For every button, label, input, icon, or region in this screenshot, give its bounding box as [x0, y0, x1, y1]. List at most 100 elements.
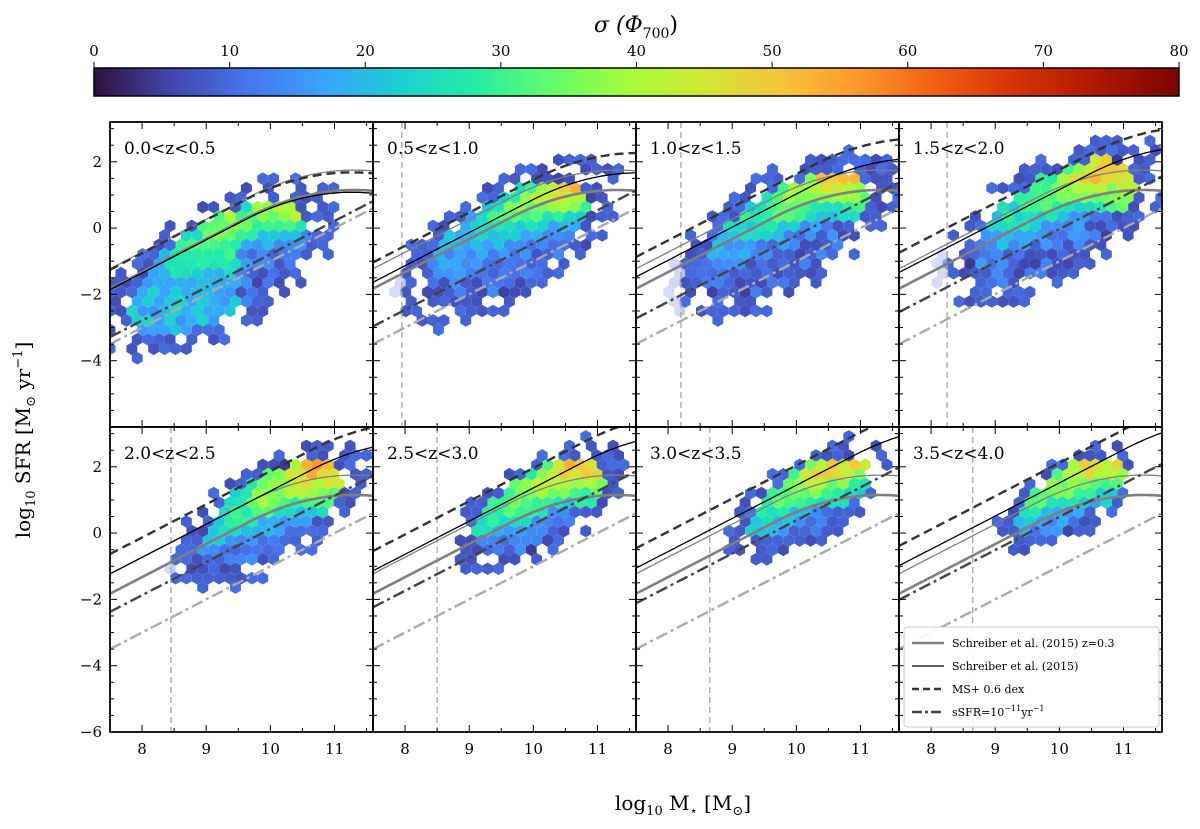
hexbin-5-18: [618, 458, 630, 472]
hexbin-7-49: [1111, 496, 1123, 509]
hexbin-2-192: [728, 285, 740, 299]
hexbin-0-151: [170, 285, 181, 299]
hexbin-1-118: [454, 248, 466, 261]
ref-ssfr-7: [899, 512, 1162, 651]
ssfr-line-7: [899, 462, 1162, 601]
hexbin-2-161: [674, 266, 686, 280]
hexbin-6-3: [870, 439, 882, 453]
ms-plus-06-2: [636, 138, 899, 259]
hexbin-0-146: [115, 285, 127, 299]
hexbin-3-133: [997, 238, 1009, 252]
hexbin-5-33: [542, 477, 553, 490]
hexbin-0-159: [257, 285, 269, 299]
hexbin-5-113: [503, 543, 515, 557]
hexbin-5-11: [542, 458, 553, 472]
hexbin-1-71: [471, 219, 483, 233]
schreiber-ms-6: [636, 436, 899, 569]
hexbin-2-184: [766, 276, 778, 289]
hexbin-0-205: [180, 323, 192, 337]
hexbin-5-54: [476, 496, 488, 509]
hexbin-2-5: [848, 153, 860, 167]
hexbin-2-12: [821, 162, 833, 176]
panel-content-6: [636, 427, 899, 732]
hexbin-2-200: [734, 295, 746, 308]
hexbin-0-220: [170, 342, 181, 356]
hexbin-4-92: [322, 515, 334, 528]
hexbin-1-141: [536, 257, 548, 271]
hexbin-1-192: [465, 304, 477, 318]
hexbin-5-58: [520, 496, 532, 509]
ssfr-line-1: [373, 189, 636, 328]
hexbin-1-154: [531, 266, 543, 280]
hexbins-5: [454, 430, 630, 575]
hexbin-6-33: [848, 477, 860, 490]
hexbins-2: [663, 144, 899, 327]
hexbin-3-4: [1073, 144, 1085, 157]
hexbin-7-7: [1057, 458, 1069, 472]
hexbin-6-16: [881, 458, 893, 472]
curves-6: [636, 427, 899, 651]
hexbin-0-50: [180, 229, 192, 242]
hexbin-6-59: [756, 505, 767, 519]
hexbin-0-160: [279, 285, 290, 299]
hexbin-0-118: [191, 266, 203, 280]
hexbin-3-136: [1029, 238, 1041, 252]
ref-ms-upper-6: [636, 474, 899, 575]
hexbin-7-81: [1046, 534, 1058, 547]
hexbin-1-48: [558, 200, 570, 214]
hexbin-0-196: [197, 314, 209, 327]
hexbin-2-141: [783, 248, 795, 261]
hexbin-1-4: [514, 162, 526, 176]
hexbin-3-156: [1100, 248, 1112, 261]
hexbin-4-114: [268, 534, 280, 547]
hexbin-0-133: [164, 276, 176, 289]
hexbin-1-134: [460, 257, 472, 271]
ytick-label-0-2: −2: [80, 285, 102, 303]
hexbin-4-78: [317, 505, 329, 519]
panel-5: 8 9 10 11 2.5<z<3.0: [372, 426, 637, 758]
hexbin-2-98: [821, 219, 833, 233]
hexbin-2-93: [766, 219, 778, 233]
hexbin-1-28: [476, 191, 488, 204]
hexbin-7-83: [1019, 543, 1030, 557]
hexbin-3-121: [1024, 229, 1036, 242]
hexbin-0-102: [186, 257, 198, 271]
ref-ms-upper-3: [899, 169, 1162, 270]
hexbin-7-68: [1090, 515, 1101, 528]
hexbin-0-89: [235, 248, 247, 261]
hexbin-5-92: [503, 524, 515, 538]
hexbin-3-200: [1008, 295, 1019, 308]
ytick-label-0-3: −4: [80, 352, 102, 370]
hexbin-2-64: [810, 200, 822, 214]
hexbin-3-123: [1046, 229, 1058, 242]
hexbin-2-140: [772, 248, 784, 261]
hexbin-5-4: [536, 449, 548, 462]
hexbin-1-42: [493, 200, 504, 214]
ssfr-line-5: [373, 470, 636, 609]
hexbin-3-113: [1106, 219, 1118, 233]
hexbin-0-207: [202, 323, 214, 337]
curves-2: [636, 138, 899, 346]
hexbin-2-87: [870, 210, 882, 223]
hexbin-1-175: [454, 285, 466, 299]
hexbin-0-195: [186, 314, 198, 327]
hexbin-0-111: [284, 257, 296, 271]
hexbin-2-30: [745, 181, 756, 195]
hexbin-5-47: [558, 486, 570, 500]
hexbin-7-56: [1073, 505, 1085, 519]
hexbin-3-79: [1084, 200, 1096, 214]
hexbin-4-29: [361, 467, 372, 481]
hexbin-0-26: [224, 210, 236, 223]
schreiber-ms-4: [110, 446, 373, 575]
hexbin-1-199: [460, 314, 472, 327]
hexbin-0-184: [202, 304, 214, 318]
hexbin-4-89: [290, 515, 301, 528]
hexbin-3-162: [997, 257, 1009, 271]
hexbin-4-126: [262, 543, 274, 557]
hexbin-0-157: [235, 285, 247, 299]
hexbin-7-15: [1051, 467, 1063, 481]
hexbin-7-11: [1100, 458, 1112, 472]
hexbin-7-30: [1019, 486, 1030, 500]
hexbin-2-151: [712, 257, 724, 271]
hexbin-2-110: [772, 229, 784, 242]
